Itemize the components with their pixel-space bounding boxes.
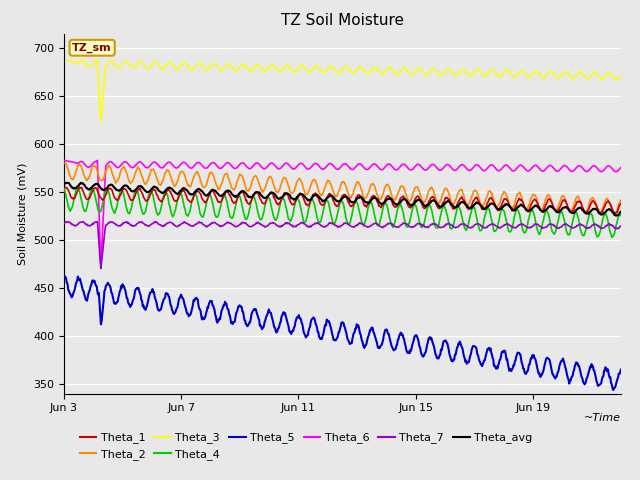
Theta_7 xyxy=(60,220,68,226)
Theta_1 xyxy=(399,194,406,200)
Theta_2 xyxy=(60,161,68,167)
Theta_7 xyxy=(385,220,392,226)
Theta_7 xyxy=(416,221,424,227)
Theta_4 xyxy=(415,219,423,225)
Line: Theta_7: Theta_7 xyxy=(64,222,621,268)
Line: Theta_2: Theta_2 xyxy=(64,163,621,215)
Y-axis label: Soil Moisture (mV): Soil Moisture (mV) xyxy=(17,162,28,265)
Theta_7 xyxy=(97,265,105,271)
Line: Theta_avg: Theta_avg xyxy=(64,183,621,216)
Theta_3 xyxy=(399,66,406,72)
Line: Theta_4: Theta_4 xyxy=(64,188,621,237)
Theta_avg xyxy=(612,213,620,218)
Theta_4 xyxy=(399,208,406,214)
Theta_1 xyxy=(76,184,83,190)
Text: TZ_sm: TZ_sm xyxy=(72,43,112,53)
Theta_avg xyxy=(60,181,68,187)
Theta_5 xyxy=(609,387,617,393)
Theta_3 xyxy=(94,73,102,79)
Theta_6 xyxy=(399,161,406,167)
Theta_avg xyxy=(63,180,70,186)
Theta_3 xyxy=(540,75,548,81)
Theta_1 xyxy=(540,205,548,211)
Line: Theta_5: Theta_5 xyxy=(64,276,621,390)
Theta_6 xyxy=(617,165,625,170)
Theta_5 xyxy=(384,331,392,336)
Theta_1 xyxy=(415,195,423,201)
Theta_4 xyxy=(74,185,82,191)
Theta_4 xyxy=(95,209,102,215)
Theta_1 xyxy=(611,212,619,217)
Theta_1 xyxy=(95,192,102,197)
Theta_7 xyxy=(617,223,625,229)
Theta_4 xyxy=(540,214,548,219)
Line: Theta_3: Theta_3 xyxy=(64,60,621,121)
Theta_3 xyxy=(60,57,68,62)
Theta_1 xyxy=(60,185,68,191)
Theta_3 xyxy=(384,65,392,71)
Theta_3 xyxy=(483,72,491,78)
Theta_avg xyxy=(384,196,392,202)
Theta_avg xyxy=(617,209,625,215)
Legend: Theta_1, Theta_2, Theta_3, Theta_4, Theta_5, Theta_6, Theta_7, Theta_avg: Theta_1, Theta_2, Theta_3, Theta_4, Thet… xyxy=(75,428,537,464)
Theta_4 xyxy=(608,234,616,240)
Theta_avg xyxy=(415,197,423,203)
Theta_3 xyxy=(97,119,105,124)
Theta_2 xyxy=(61,160,69,166)
Line: Theta_6: Theta_6 xyxy=(64,160,621,266)
Theta_1 xyxy=(483,201,491,206)
Theta_2 xyxy=(95,173,102,179)
Text: ~Time: ~Time xyxy=(584,413,621,423)
Theta_4 xyxy=(384,207,392,213)
Theta_5 xyxy=(617,367,625,372)
Theta_5 xyxy=(95,290,102,296)
Theta_5 xyxy=(61,273,68,279)
Theta_7 xyxy=(484,224,492,229)
Theta_3 xyxy=(415,65,423,71)
Theta_7 xyxy=(95,239,102,245)
Theta_avg xyxy=(95,183,102,189)
Theta_2 xyxy=(617,197,625,203)
Theta_4 xyxy=(483,207,491,213)
Theta_2 xyxy=(399,183,406,189)
Theta_5 xyxy=(415,344,423,349)
Theta_6 xyxy=(540,168,548,173)
Theta_7 xyxy=(79,219,86,225)
Theta_avg xyxy=(540,208,548,214)
Theta_2 xyxy=(483,193,491,199)
Theta_1 xyxy=(384,193,392,199)
Theta_5 xyxy=(540,364,548,370)
Theta_7 xyxy=(541,225,548,230)
Theta_4 xyxy=(617,213,625,218)
Theta_5 xyxy=(60,274,68,279)
Theta_7 xyxy=(399,221,407,227)
Theta_6 xyxy=(384,161,392,167)
Theta_5 xyxy=(399,332,406,337)
Theta_4 xyxy=(60,186,68,192)
Theta_2 xyxy=(415,189,423,194)
Theta_6 xyxy=(60,157,68,163)
Theta_6 xyxy=(94,180,102,186)
Title: TZ Soil Moisture: TZ Soil Moisture xyxy=(281,13,404,28)
Line: Theta_1: Theta_1 xyxy=(64,187,621,215)
Theta_6 xyxy=(415,162,423,168)
Theta_avg xyxy=(399,197,406,203)
Theta_1 xyxy=(617,201,625,207)
Theta_3 xyxy=(617,72,625,78)
Theta_5 xyxy=(483,348,491,354)
Theta_2 xyxy=(610,212,618,218)
Theta_2 xyxy=(384,182,392,188)
Theta_6 xyxy=(483,166,491,171)
Theta_avg xyxy=(483,204,491,210)
Theta_2 xyxy=(540,201,548,207)
Theta_6 xyxy=(97,263,105,269)
